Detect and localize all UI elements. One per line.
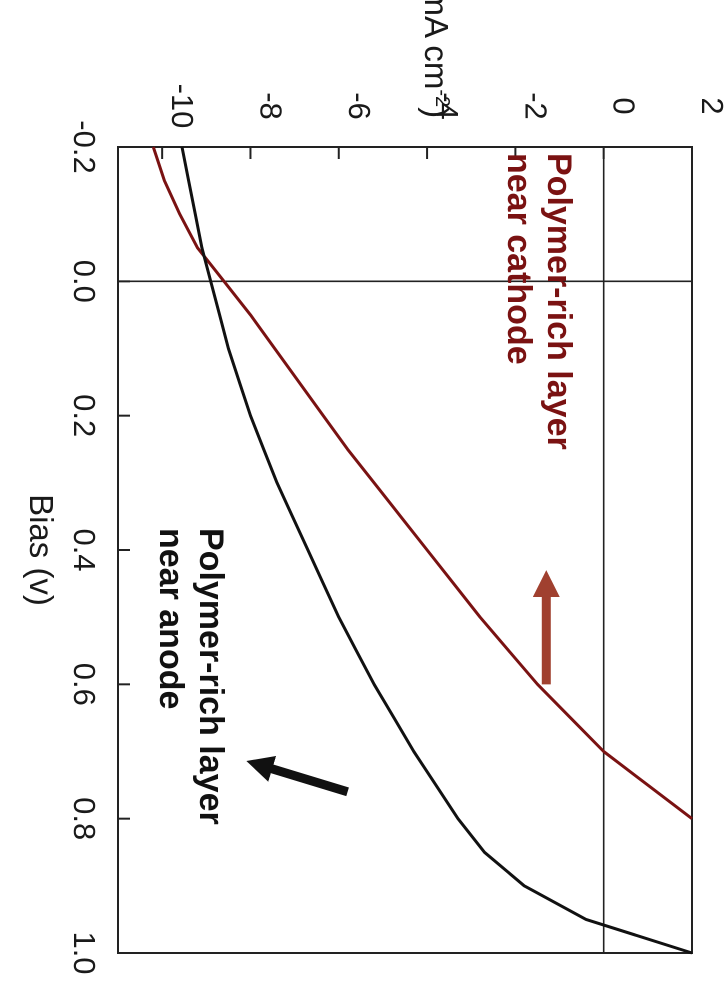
annotation-line: Polymer-rich layer xyxy=(192,528,230,825)
y-tick-label: -8 xyxy=(253,92,288,120)
annotation-2: Polymer-rich layernear anode xyxy=(152,528,230,825)
series-line-1 xyxy=(151,146,693,820)
annotation-arrow-2 xyxy=(246,755,349,797)
series-line-2 xyxy=(180,146,693,955)
y-tick-label: 2 xyxy=(695,97,727,114)
annotation-line: near cathode xyxy=(500,153,538,365)
y-tick-label: 0 xyxy=(607,97,642,114)
y-tick-label: -10 xyxy=(165,84,200,129)
x-tick-label: 0.6 xyxy=(67,663,102,706)
annotation-1: Polymer-rich layernear cathode xyxy=(500,153,578,450)
x-tick-label: 0.2 xyxy=(67,394,102,437)
y-axis-title-sup: -2 xyxy=(431,89,453,107)
y-axis-title-main: J (mA cm xyxy=(418,0,455,89)
annotation-line: Polymer-rich layer xyxy=(540,153,578,450)
y-tick-label: -2 xyxy=(518,92,553,120)
annotation-line: near anode xyxy=(152,528,190,709)
x-tick-label: 0.8 xyxy=(67,797,102,840)
y-tick-label: -6 xyxy=(342,92,377,120)
x-axis-title: Bias (v) xyxy=(23,494,60,606)
y-axis-title: J (mA cm-2) xyxy=(418,0,455,118)
x-tick-label: 0.0 xyxy=(67,260,102,303)
x-tick-label: 1.0 xyxy=(67,931,102,974)
y-axis-title-close: ) xyxy=(418,107,455,118)
x-tick-label: -0.2 xyxy=(67,120,102,173)
x-tick-label: 0.4 xyxy=(67,528,102,571)
y-tick-label: -4 xyxy=(430,92,465,120)
